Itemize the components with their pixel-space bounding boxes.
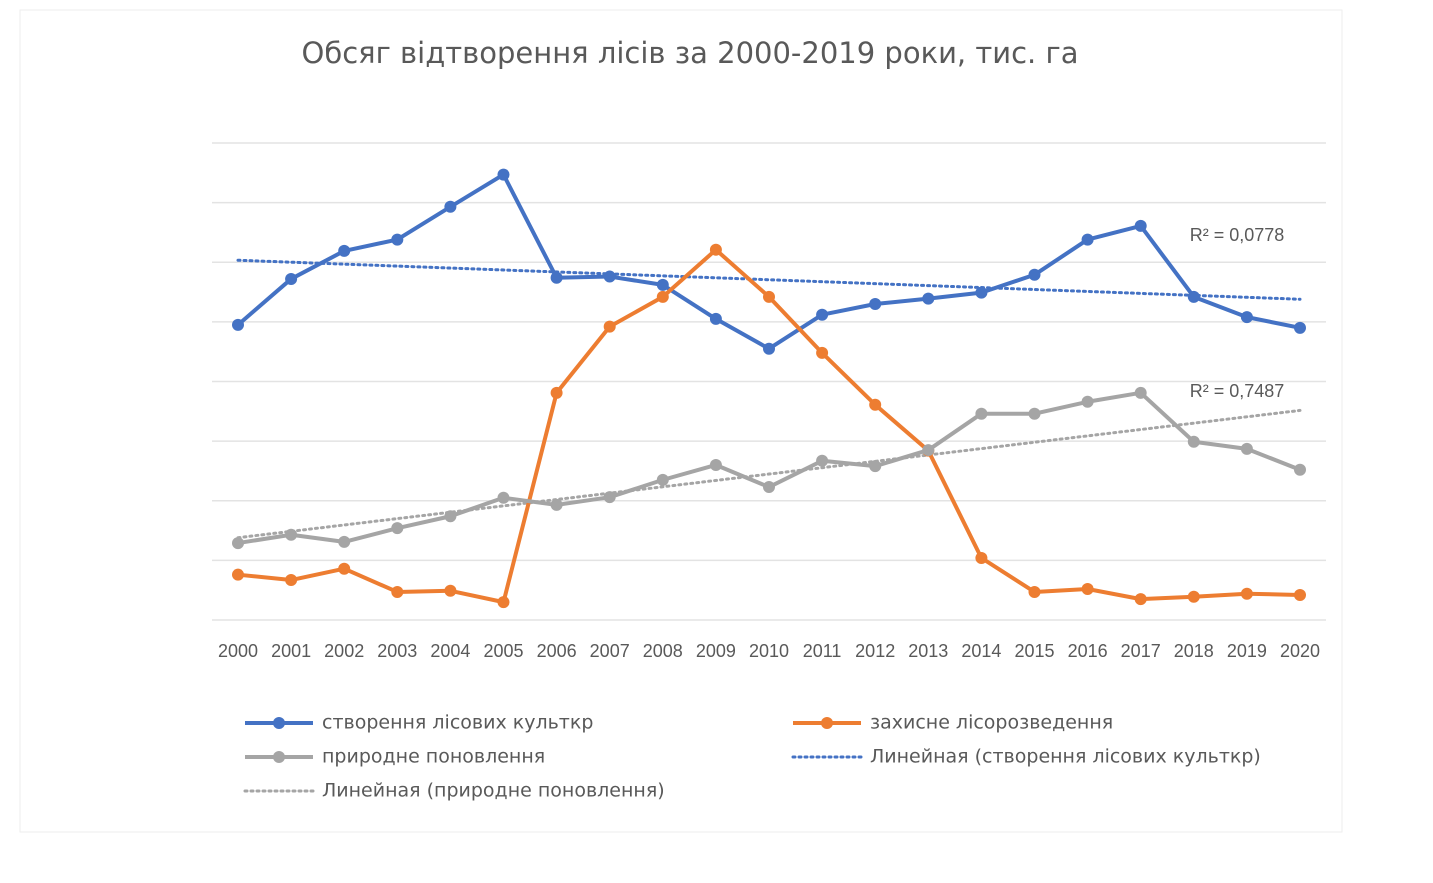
data-point bbox=[285, 272, 298, 285]
data-point bbox=[603, 491, 616, 504]
data-point bbox=[550, 498, 563, 511]
data-point bbox=[285, 528, 298, 541]
chart-title: Обсяг відтворення лісів за 2000-2019 рок… bbox=[302, 36, 1079, 70]
legend-label: Линейная (створення лісових культкр) bbox=[870, 746, 1261, 768]
data-point bbox=[1294, 463, 1306, 476]
r2-label: R² = 0,7487 bbox=[1190, 381, 1285, 401]
data-point bbox=[338, 244, 351, 257]
x-tick-label: 2017 bbox=[1121, 641, 1161, 661]
data-point bbox=[1134, 386, 1147, 399]
data-point bbox=[1240, 442, 1253, 455]
data-point bbox=[922, 444, 935, 457]
x-tick-label: 2011 bbox=[803, 641, 842, 661]
data-point bbox=[709, 312, 722, 325]
data-point bbox=[1081, 233, 1094, 246]
data-point bbox=[1028, 585, 1041, 598]
data-point bbox=[869, 398, 882, 411]
data-point bbox=[709, 458, 722, 471]
x-tick-label: 2006 bbox=[537, 641, 577, 661]
data-point bbox=[763, 481, 775, 494]
data-point bbox=[1187, 590, 1200, 603]
x-tick-label: 2004 bbox=[430, 641, 470, 661]
legend-marker bbox=[821, 717, 833, 729]
data-point bbox=[497, 491, 510, 504]
data-point bbox=[1187, 290, 1200, 303]
r2-label: R² = 0,0778 bbox=[1190, 225, 1285, 245]
data-point bbox=[550, 271, 563, 284]
x-tick-label: 2012 bbox=[855, 641, 895, 661]
data-point bbox=[1081, 395, 1094, 408]
x-tick-label: 2007 bbox=[590, 641, 630, 661]
data-point bbox=[975, 407, 988, 420]
x-tick-label: 2001 bbox=[271, 641, 311, 661]
legend-label: природне поновлення bbox=[322, 746, 545, 768]
data-point bbox=[975, 286, 988, 299]
x-tick-label: 2016 bbox=[1068, 641, 1108, 661]
x-tick-label: 2003 bbox=[377, 641, 417, 661]
data-point bbox=[1081, 582, 1094, 595]
data-point bbox=[232, 318, 244, 331]
data-point bbox=[709, 243, 722, 256]
x-tick-label: 2020 bbox=[1280, 641, 1320, 661]
data-point bbox=[869, 460, 882, 473]
data-point bbox=[1240, 587, 1253, 600]
data-point bbox=[1294, 588, 1306, 601]
data-point bbox=[975, 551, 988, 564]
x-tick-label: 2008 bbox=[643, 641, 683, 661]
x-tick-label: 2019 bbox=[1227, 641, 1267, 661]
data-point bbox=[1028, 268, 1041, 281]
data-point bbox=[922, 292, 935, 305]
chart-area bbox=[19, 9, 1343, 833]
data-point bbox=[497, 168, 510, 181]
data-point bbox=[763, 342, 775, 355]
data-point bbox=[816, 346, 829, 359]
legend-marker bbox=[273, 751, 285, 763]
data-point bbox=[656, 290, 669, 303]
data-point bbox=[1240, 311, 1253, 324]
data-point bbox=[497, 596, 510, 609]
data-point bbox=[444, 200, 457, 213]
data-point bbox=[1187, 435, 1200, 448]
trendline bbox=[236, 258, 1302, 301]
data-point bbox=[232, 537, 244, 550]
x-tick-label: 2009 bbox=[696, 641, 736, 661]
data-point bbox=[391, 585, 404, 598]
x-tick-label: 2013 bbox=[908, 641, 948, 661]
data-point bbox=[1028, 407, 1041, 420]
data-point bbox=[232, 568, 244, 581]
data-point bbox=[656, 278, 669, 291]
x-tick-label: 2002 bbox=[324, 641, 364, 661]
data-point bbox=[391, 233, 404, 246]
data-point bbox=[1134, 593, 1147, 606]
x-tick-label: 2018 bbox=[1174, 641, 1214, 661]
trendline bbox=[236, 408, 1302, 540]
data-point bbox=[816, 454, 829, 467]
data-point bbox=[816, 308, 829, 321]
x-tick-label: 2014 bbox=[961, 641, 1001, 661]
data-point bbox=[603, 270, 616, 283]
x-tick-label: 2015 bbox=[1014, 641, 1054, 661]
data-point bbox=[391, 522, 404, 535]
data-point bbox=[338, 535, 351, 548]
x-tick-label: 2010 bbox=[749, 641, 789, 661]
legend-marker bbox=[273, 717, 285, 729]
data-point bbox=[1294, 321, 1306, 334]
data-point bbox=[869, 297, 882, 310]
data-point bbox=[603, 320, 616, 333]
data-point bbox=[444, 584, 457, 597]
data-point bbox=[338, 562, 351, 575]
data-point bbox=[444, 510, 457, 523]
legend-label: Линейная (природне поновлення) bbox=[322, 780, 665, 802]
legend-label: захисне лісорозведення bbox=[870, 712, 1113, 734]
data-point bbox=[1134, 219, 1147, 232]
data-point bbox=[763, 290, 775, 303]
data-point bbox=[656, 473, 669, 486]
x-tick-label: 2005 bbox=[483, 641, 523, 661]
legend-label: створення лісових культкр bbox=[322, 712, 593, 734]
data-point bbox=[550, 386, 563, 399]
x-tick-label: 2000 bbox=[218, 641, 258, 661]
data-point bbox=[285, 574, 298, 587]
